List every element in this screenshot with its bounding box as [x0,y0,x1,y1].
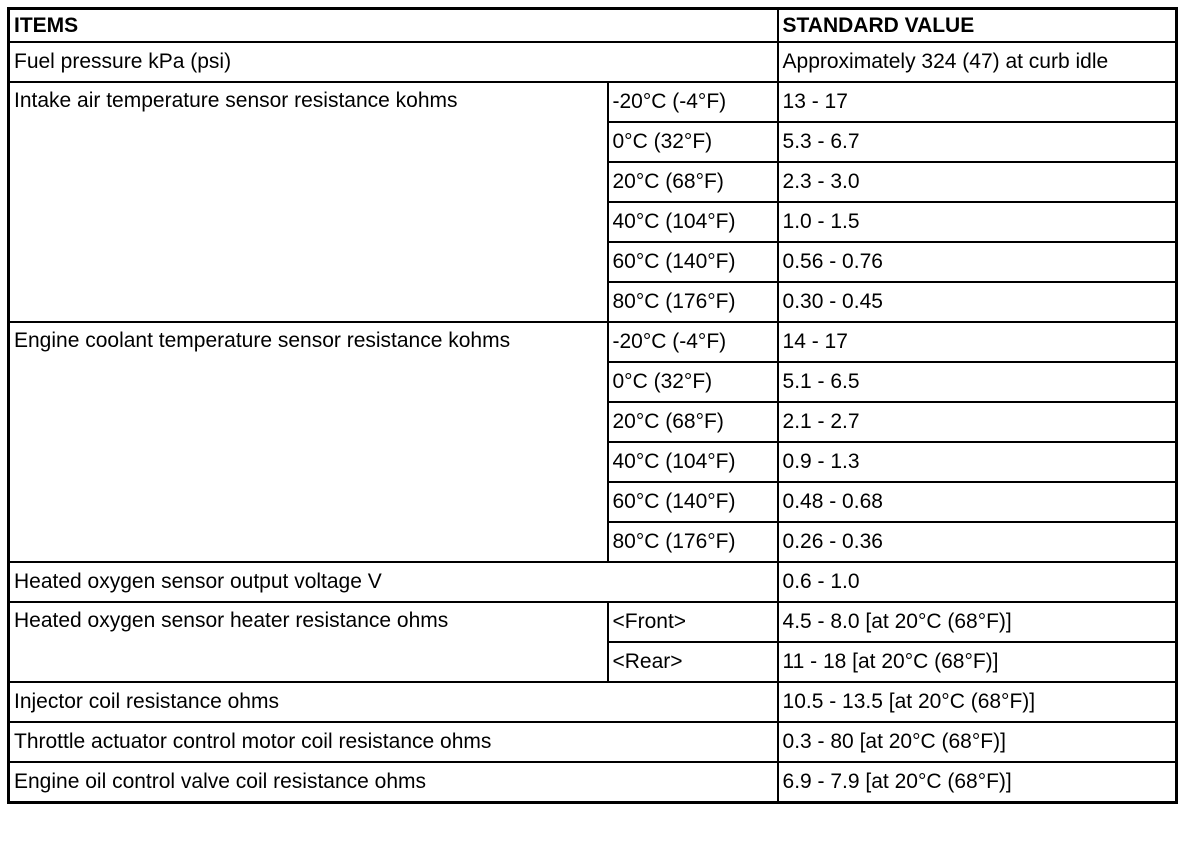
table-row: 20°C (68°F) 2.3 - 3.0 [9,161,1178,203]
value-cell: 2.3 - 3.0 [776,161,1178,203]
table-row: 80°C (176°F) 0.30 - 0.45 [9,281,1178,323]
item-cell: Engine coolant temperature sensor resist… [7,321,609,563]
table-row: Heated oxygen sensor output voltage V 0.6… [7,561,1178,603]
value-cell: 0.26 - 0.36 [776,521,1178,563]
condition-cell: 60°C (140°F) [606,241,779,283]
item-cell: Intake air temperature sensor resistance… [7,81,609,323]
table-row: 60°C (140°F) 0.56 - 0.76 [9,241,1178,283]
condition-cell: 60°C (140°F) [606,481,779,523]
value-cell: 2.1 - 2.7 [776,401,1178,443]
value-cell: 1.0 - 1.5 [776,201,1178,243]
table-row: 0°C (32°F) 5.3 - 6.7 [9,121,1178,163]
table-row: <Rear> 11 - 18 [at 20°C (68°F)] [9,641,1178,683]
condition-cell: 80°C (176°F) [606,521,779,563]
value-cell: 0.6 - 1.0 [776,561,1178,603]
condition-cell: 80°C (176°F) [606,281,779,323]
item-cell: Injector coil resistance ohms [7,681,779,723]
item-cell: Fuel pressure kPa (psi) [7,41,779,83]
value-cell: 14 - 17 [776,321,1178,363]
condition-cell: <Front> [606,601,779,643]
condition-cell: 0°C (32°F) [606,361,779,403]
item-cell: Engine oil control valve coil resistance… [7,761,779,804]
value-cell: 0.56 - 0.76 [776,241,1178,283]
header-row: ITEMS STANDARD VALUE [7,7,1178,43]
header-cell: STANDARD VALUE [776,7,1178,43]
value-cell: 0.30 - 0.45 [776,281,1178,323]
condition-cell: -20°C (-4°F) [606,321,779,363]
table-row: Fuel pressure kPa (psi) Approximately 324… [7,41,1178,83]
table-row: Injector coil resistance ohms 10.5 - 13.5… [7,681,1178,723]
value-cell: 0.3 - 80 [at 20°C (68°F)] [776,721,1178,763]
value-cell: 5.1 - 6.5 [776,361,1178,403]
table-row: Engine oil control valve coil resistance… [7,761,1178,804]
condition-cell: <Rear> [606,641,779,683]
value-cell: 10.5 - 13.5 [at 20°C (68°F)] [776,681,1178,723]
table-row: Intake air temperature sensor resistance… [7,81,1178,323]
table-row: 40°C (104°F) 0.9 - 1.3 [9,441,1178,483]
value-cell: 4.5 - 8.0 [at 20°C (68°F)] [776,601,1178,643]
table-row: 40°C (104°F) 1.0 - 1.5 [9,201,1178,243]
table-row: 20°C (68°F) 2.1 - 2.7 [9,401,1178,443]
table-row: Throttle actuator control motor coil res… [7,721,1178,763]
condition-cell: -20°C (-4°F) [606,81,779,123]
condition-cell: 0°C (32°F) [606,121,779,163]
value-cell: 0.48 - 0.68 [776,481,1178,523]
item-cell: Heated oxygen sensor output voltage V [7,561,779,603]
condition-cell: 40°C (104°F) [606,201,779,243]
condition-cell: 40°C (104°F) [606,441,779,483]
spec-table: ITEMS STANDARD VALUE Fuel pressure kPa (… [7,7,1179,804]
value-cell: 0.9 - 1.3 [776,441,1178,483]
value-cell: 5.3 - 6.7 [776,121,1178,163]
value-cell: Approximately 324 (47) at curb idle [776,41,1178,83]
value-cell: 13 - 17 [776,81,1178,123]
table-body: Fuel pressure kPa (psi) Approximately 324… [7,41,1178,804]
table-row: Heated oxygen sensor heater resistance o… [7,601,1178,683]
table-row: 80°C (176°F) 0.26 - 0.36 [9,521,1178,563]
table-row: 60°C (140°F) 0.48 - 0.68 [9,481,1178,523]
value-cell: 6.9 - 7.9 [at 20°C (68°F)] [776,761,1178,804]
item-cell: Heated oxygen sensor heater resistance o… [7,601,609,683]
item-cell: Throttle actuator control motor coil res… [7,721,779,763]
condition-cell: 20°C (68°F) [606,401,779,443]
value-cell: 11 - 18 [at 20°C (68°F)] [776,641,1178,683]
condition-cell: 20°C (68°F) [606,161,779,203]
table-row: Engine coolant temperature sensor resist… [7,321,1178,563]
header-cell: ITEMS [7,7,779,43]
table-row: 0°C (32°F) 5.1 - 6.5 [9,361,1178,403]
